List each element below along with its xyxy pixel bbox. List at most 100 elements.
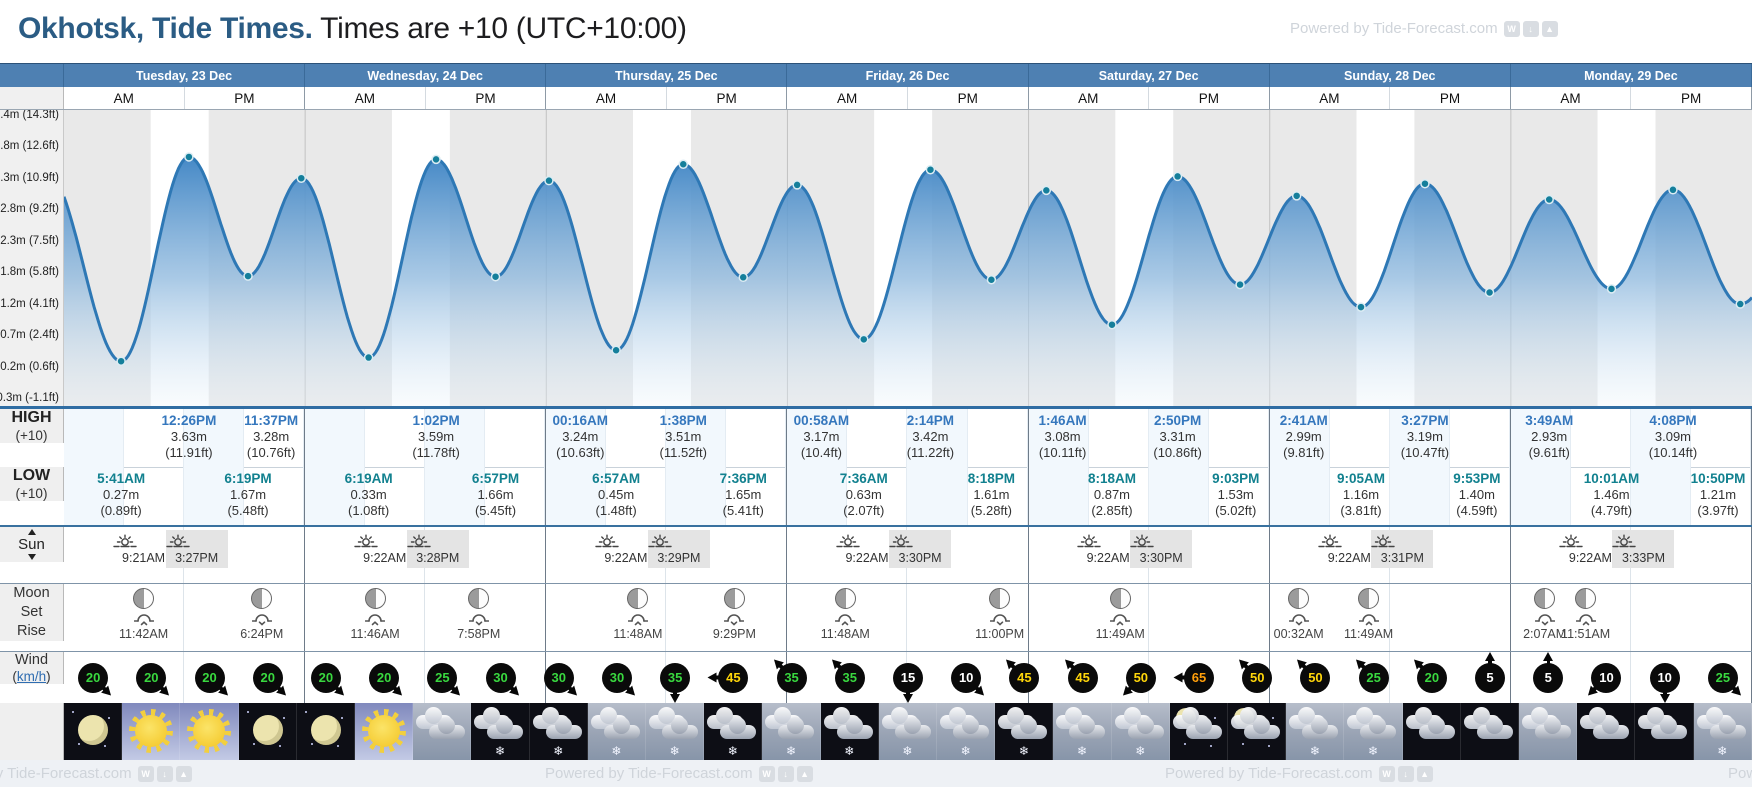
moonrise-icon: [251, 614, 272, 626]
am-half-cell: [64, 652, 185, 703]
tide-time: 10:50PM: [1690, 471, 1746, 486]
snowflake-icon: ❄: [902, 744, 913, 758]
header-watermark: Powered by Tide-Forecast.com W ↓ ▲: [1290, 20, 1558, 37]
watermark-badges: W ↓ ▲: [137, 765, 192, 782]
am-half-cell: [546, 584, 667, 651]
am-half-cell: [787, 584, 908, 651]
kmh-unit-link[interactable]: km/h: [16, 669, 47, 684]
low-tide-point-dot: [1356, 302, 1366, 312]
high-tide-point-dot: [678, 159, 689, 169]
sunset-icon: [889, 534, 913, 548]
quarter-cell: [1269, 409, 1330, 467]
watermark-badge-icon: W: [1503, 20, 1520, 37]
moon-icon: [252, 715, 283, 745]
snowflake-icon: ❄: [1368, 744, 1379, 758]
wind-badge: 45: [704, 652, 762, 703]
chevron-up-icon: [27, 529, 36, 535]
tide-height-m: 3.31m: [1159, 429, 1196, 444]
moon-phase-icon: [1534, 588, 1556, 609]
high-tide-point-dot: [1420, 178, 1430, 189]
low-tide-row: 5:41AM 0.27m (0.89ft) 6:19PM 1.67m (5.48ft) 6:…: [64, 467, 1752, 525]
footer-watermark: Powered by Tide-Forecast.com W↓▲: [0, 765, 192, 782]
moon-row: 11:42AM 6:24PM 11:46AM 7:58PM 11:48AM 9:29PM 1…: [64, 584, 1752, 651]
star-dot: [282, 717, 285, 719]
sunrise-icon: [1077, 534, 1101, 548]
low-tide-entry: 6:19PM 1.67m (5.48ft): [215, 471, 281, 519]
quarter-cell: [1389, 409, 1450, 467]
wind-speed-badge: 35: [660, 662, 691, 693]
y-axis-tick-label: 0.7m (2.4ft): [0, 329, 59, 341]
low-label-offset: (+10): [15, 486, 48, 501]
quarter-cell: [365, 409, 426, 467]
high-tide-entry: 2:50PM 3.31m (10.86ft): [1145, 413, 1211, 461]
low-tide-point-dot: [116, 356, 126, 366]
sunset-icon: [1371, 534, 1396, 548]
low-tide-point-dot: [738, 272, 748, 283]
wind-speed-badge: 45: [1067, 662, 1098, 693]
weather-tile-moon: [296, 703, 356, 760]
footer-watermark: Powered by Tide-Forecast.com W↓▲: [545, 765, 813, 782]
low-row-label: LOW (+10): [0, 467, 64, 501]
tide-time: 2:14PM: [906, 413, 955, 428]
weather-tile-snow-day: ❄: [646, 703, 705, 760]
high-label-text: HIGH: [11, 409, 52, 426]
sunrise-entry: 9:22AM: [1559, 533, 1621, 565]
low-tide-point-dot: [1606, 284, 1617, 294]
moonrise-icon: [1534, 614, 1555, 626]
quarter-cell: [425, 467, 486, 525]
high-tide-entry: 11:37PM 3.28m (10.76ft): [238, 413, 304, 461]
weather-tile-snow-night: ❄: [704, 703, 763, 760]
cloud-icon: [545, 717, 582, 739]
star-dot: [72, 711, 74, 713]
tide-chart: [64, 110, 1752, 406]
watermark-badge-icon: W: [1378, 765, 1395, 782]
quarter-cell: [606, 409, 667, 467]
sunrise-icon: [1559, 534, 1584, 548]
tide-height-ft: (10.4ft): [800, 445, 843, 460]
moonrise-entry: 00:32AM: [1267, 588, 1331, 641]
sun-row-toggle[interactable]: Sun: [0, 527, 64, 562]
moonrise-icon: [989, 614, 1010, 626]
wind-badge: 20: [239, 652, 297, 703]
low-tide-entry: 10:50PM 1.21m (3.97ft): [1685, 471, 1751, 519]
moon-event-time: 11:48AM: [613, 627, 663, 641]
star-dot: [78, 743, 80, 745]
day-column: [546, 467, 788, 525]
star-dot: [1213, 717, 1216, 719]
weather-strip: ❄ ❄ ❄ ❄ ❄ ❄ ❄ ❄ ❄ ❄ ❄ ❄ ❄ ❄ ❄: [64, 703, 1752, 760]
quarter-cell: [1330, 467, 1390, 525]
wind-badge: 30: [530, 652, 588, 703]
moon-phase-icon: [723, 588, 745, 609]
high-tide-point-dot: [184, 152, 194, 162]
cloud-icon: [1360, 717, 1397, 739]
moonset-entry: 11:48AM: [813, 588, 877, 641]
tide-height-m: 3.63m: [170, 429, 207, 444]
tide-time: 00:16AM: [552, 413, 609, 428]
star-dot: [1242, 743, 1245, 745]
tide-height-m: 3.51m: [665, 429, 702, 444]
sunset-icon: [1130, 534, 1154, 548]
wind-badge: 35: [646, 652, 704, 703]
wind-speed-badge: 20: [252, 662, 283, 693]
tide-height-ft: (10.63ft): [556, 445, 605, 460]
cloud-icon: [1011, 717, 1048, 739]
moon-event-time: 6:24PM: [240, 627, 284, 641]
tide-height-m: 3.09m: [1654, 429, 1692, 444]
moon-event-time: 7:58PM: [457, 627, 501, 641]
tide-height-ft: (11.91ft): [165, 445, 213, 460]
snowflake-icon: ❄: [844, 744, 855, 758]
footer-watermark-text: Powered by Tide-Forecast.com: [545, 765, 753, 782]
quarter-cell: [244, 409, 305, 467]
tide-area-fill: [64, 157, 1752, 406]
low-tide-point-dot: [986, 274, 997, 285]
tide-height-m: 0.87m: [1093, 487, 1131, 502]
tide-height-ft: (11.78ft): [412, 445, 460, 460]
weather-tile-snow-day: ❄: [1111, 703, 1170, 760]
sunrise-time: 9:22AM: [1086, 551, 1130, 565]
wind-speed-badge: 50: [1125, 662, 1156, 693]
sunrise-entry: 9:22AM: [354, 533, 416, 565]
quarter-cell: [305, 409, 366, 467]
wind-badge: 30: [588, 652, 646, 703]
quarter-cell: [847, 409, 908, 467]
wind-speed-badge: 45: [1009, 662, 1040, 693]
